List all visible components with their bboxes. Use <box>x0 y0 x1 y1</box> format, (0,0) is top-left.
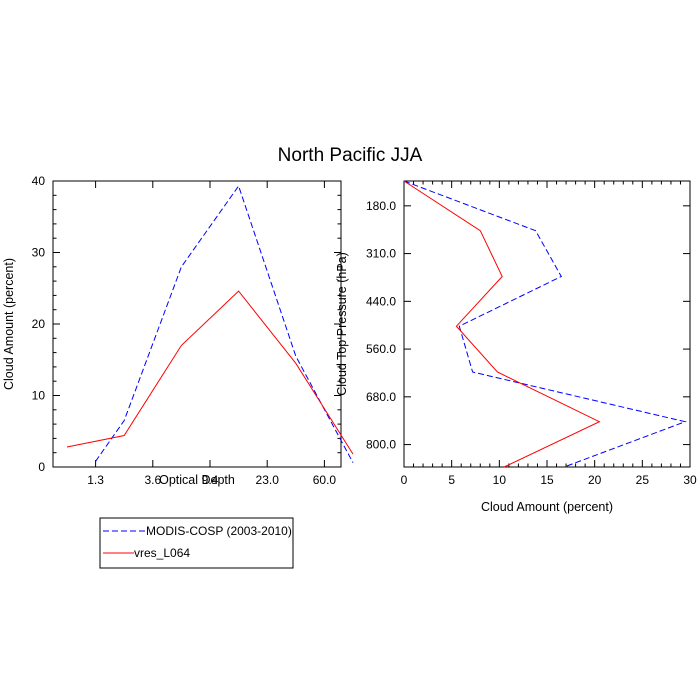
right-y-tick-label: 800.0 <box>366 438 396 452</box>
left-y-axis-title: Cloud Amount (percent) <box>2 258 16 390</box>
left-plot-frame <box>52 180 342 468</box>
right-y-tick-label: 560.0 <box>366 342 396 356</box>
left-panel: 0 10 20 30 40 1.3 3.6 9.4 23.0 60.0 Optical Depth… <box>2 174 354 487</box>
right-y-tick-label: 680.0 <box>366 390 396 404</box>
left-series-line-obs <box>95 184 354 463</box>
chart-title: North Pacific JJA <box>278 145 423 166</box>
right-x-tick-label: 20 <box>588 473 602 487</box>
left-series <box>66 184 354 463</box>
left-x-tick-label: 9.4 <box>202 473 219 487</box>
legend: MODIS-COSP (2003-2010) vres_L064 <box>99 517 294 569</box>
right-x-tick-label: 5 <box>448 473 455 487</box>
right-y-tick-label: 440.0 <box>366 294 396 308</box>
right-x-tick-label: 30 <box>683 473 697 487</box>
left-y-tick-label: 20 <box>32 317 46 331</box>
right-x-tick-label: 25 <box>636 473 650 487</box>
right-y-tick-label: 310.0 <box>366 247 396 261</box>
left-tick-labels: 0 10 20 30 40 1.3 3.6 9.4 23.0 60.0 <box>32 174 337 487</box>
right-x-axis-title: Cloud Amount (percent) <box>481 500 613 514</box>
right-x-tick-label: 15 <box>540 473 554 487</box>
legend-label-obs: MODIS-COSP (2003-2010) <box>146 524 292 538</box>
left-y-tick-label: 10 <box>32 389 46 403</box>
right-series-line-model <box>403 180 601 468</box>
right-panel: 0 5 10 15 20 25 30 180.0 310.0 440.0 560.0 680.0 800… <box>335 180 697 514</box>
right-x-tick-label: 10 <box>493 473 507 487</box>
left-x-tick-label: 60.0 <box>313 473 337 487</box>
legend-label-model: vres_L064 <box>134 546 190 560</box>
left-x-tick-label: 23.0 <box>256 473 280 487</box>
right-series <box>403 180 687 468</box>
right-x-tick-label: 0 <box>401 473 408 487</box>
legend-box <box>99 517 294 569</box>
right-y-axis-title: Cloud Top Pressure (hPa) <box>335 252 349 396</box>
right-plot-frame <box>403 180 691 468</box>
right-ticks <box>403 181 691 467</box>
left-y-tick-label: 30 <box>32 246 46 260</box>
right-y-tick-label: 180.0 <box>366 199 396 213</box>
left-y-tick-label: 40 <box>32 174 46 188</box>
left-y-tick-label: 0 <box>38 460 45 474</box>
left-series-line-model <box>66 290 354 455</box>
right-series-line-obs <box>403 180 687 468</box>
left-x-tick-label: 3.6 <box>144 473 161 487</box>
left-x-tick-label: 1.3 <box>87 473 104 487</box>
left-ticks <box>53 180 341 468</box>
left-x-axis-title: Optical Depth <box>159 473 235 487</box>
right-tick-labels: 0 5 10 15 20 25 30 180.0 310.0 440.0 560.0 680.0 800… <box>366 199 697 487</box>
